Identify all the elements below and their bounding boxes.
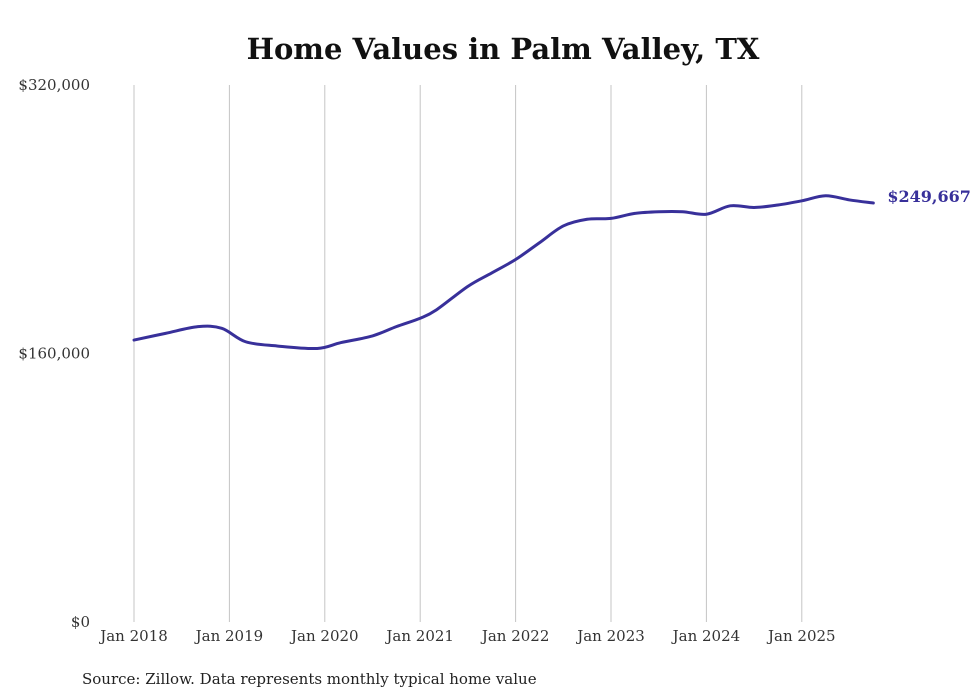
series-layer: [132, 194, 875, 351]
x-tick-label: Jan 2021: [384, 627, 454, 645]
source-note: Source: Zillow. Data represents monthly …: [82, 670, 537, 688]
series-line-home-value: [132, 194, 875, 351]
x-tick-label: Jan 2024: [671, 627, 741, 645]
x-tick-label: Jan 2018: [98, 627, 168, 645]
y-axis-ticks: $0 $160,000 $320,000: [18, 76, 90, 631]
x-tick-label: Jan 2019: [194, 627, 264, 645]
chart-title: Home Values in Palm Valley, TX: [247, 32, 760, 66]
y-tick-label: $160,000: [18, 345, 90, 363]
x-tick-label: Jan 2020: [289, 627, 359, 645]
gridlines: [133, 85, 803, 622]
latest-value-label: $249,667: [887, 187, 971, 206]
y-tick-label: $320,000: [18, 76, 90, 94]
x-axis-ticks: Jan 2018 Jan 2019 Jan 2020 Jan 2021 Jan 2022…: [98, 627, 835, 645]
x-tick-label: Jan 2022: [480, 627, 550, 645]
x-tick-label: Jan 2025: [766, 627, 836, 645]
x-tick-label: Jan 2023: [575, 627, 645, 645]
y-tick-label: $0: [71, 613, 90, 631]
